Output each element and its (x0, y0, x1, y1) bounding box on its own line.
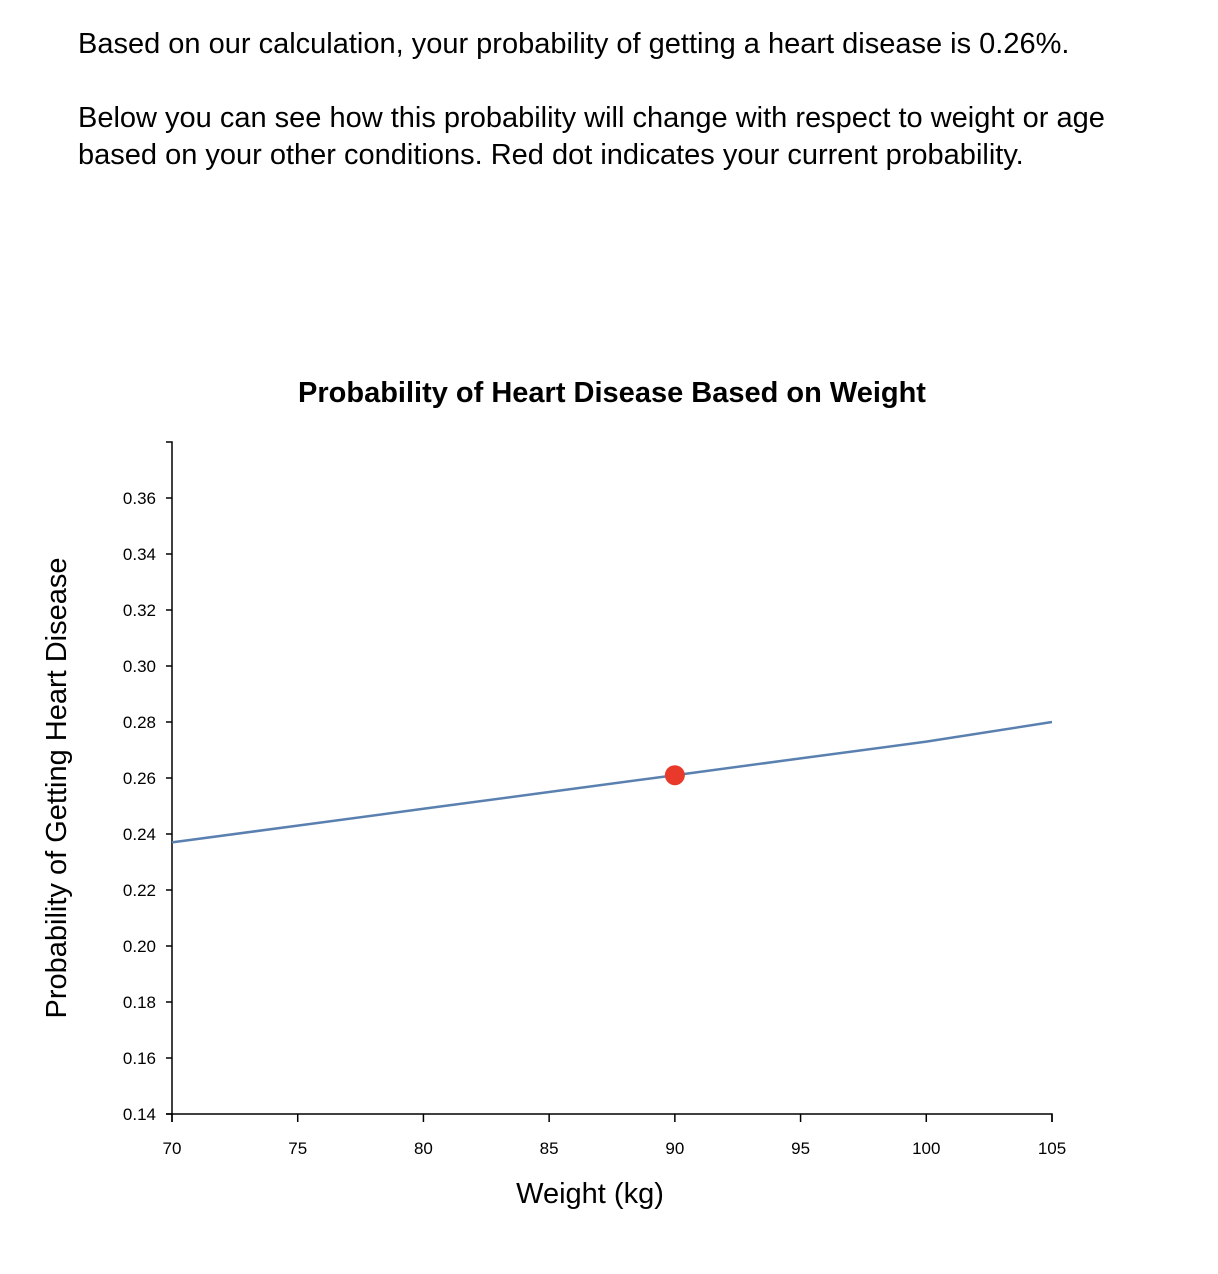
plot-area (171, 720, 1053, 844)
intro-text: Based on our calculation, your probabili… (78, 26, 1138, 174)
x-tick-label: 100 (912, 1139, 940, 1158)
x-tick-label: 75 (288, 1139, 307, 1158)
y-tick-label: 0.20 (123, 937, 156, 956)
x-axis-line (171, 1113, 1053, 1122)
y-tick-label: 0.16 (123, 1049, 156, 1068)
y-tick-label: 0.32 (123, 601, 156, 620)
chart-explanation: Below you can see how this probability w… (78, 102, 1105, 171)
x-axis-label: Weight (kg) (516, 1178, 664, 1210)
x-tick-label: 80 (414, 1139, 433, 1158)
x-axis: 70 75 80 85 90 95 100 105 (163, 1113, 1066, 1158)
chart-title: Probability of Heart Disease Based on We… (298, 377, 926, 409)
y-tick-label: 0.18 (123, 993, 156, 1012)
probability-summary: Based on our calculation, your probabili… (78, 28, 1070, 60)
x-tick-label: 90 (665, 1139, 684, 1158)
y-tick-label: 0.22 (123, 881, 156, 900)
y-tick-label: 0.28 (123, 713, 156, 732)
y-tick-label: 0.24 (123, 825, 156, 844)
y-tick-label: 0.36 (123, 489, 156, 508)
y-axis: 0.14 0.16 0.18 0.20 0.22 0.24 0.26 0.28 0.30 0.32… (123, 441, 173, 1124)
y-axis-label: Probability of Getting Heart Disease (41, 558, 73, 1019)
y-tick-label: 0.34 (123, 545, 156, 564)
y-tick-label: 0.14 (123, 1105, 156, 1124)
x-tick-label: 70 (163, 1139, 182, 1158)
current-probability-dot (664, 765, 685, 786)
x-tick-label: 95 (791, 1139, 810, 1158)
y-tick-label: 0.26 (123, 769, 156, 788)
probability-line (171, 720, 1053, 844)
x-tick-label: 105 (1038, 1139, 1066, 1158)
y-tick-label: 0.30 (123, 657, 156, 676)
x-tick-label: 85 (540, 1139, 559, 1158)
